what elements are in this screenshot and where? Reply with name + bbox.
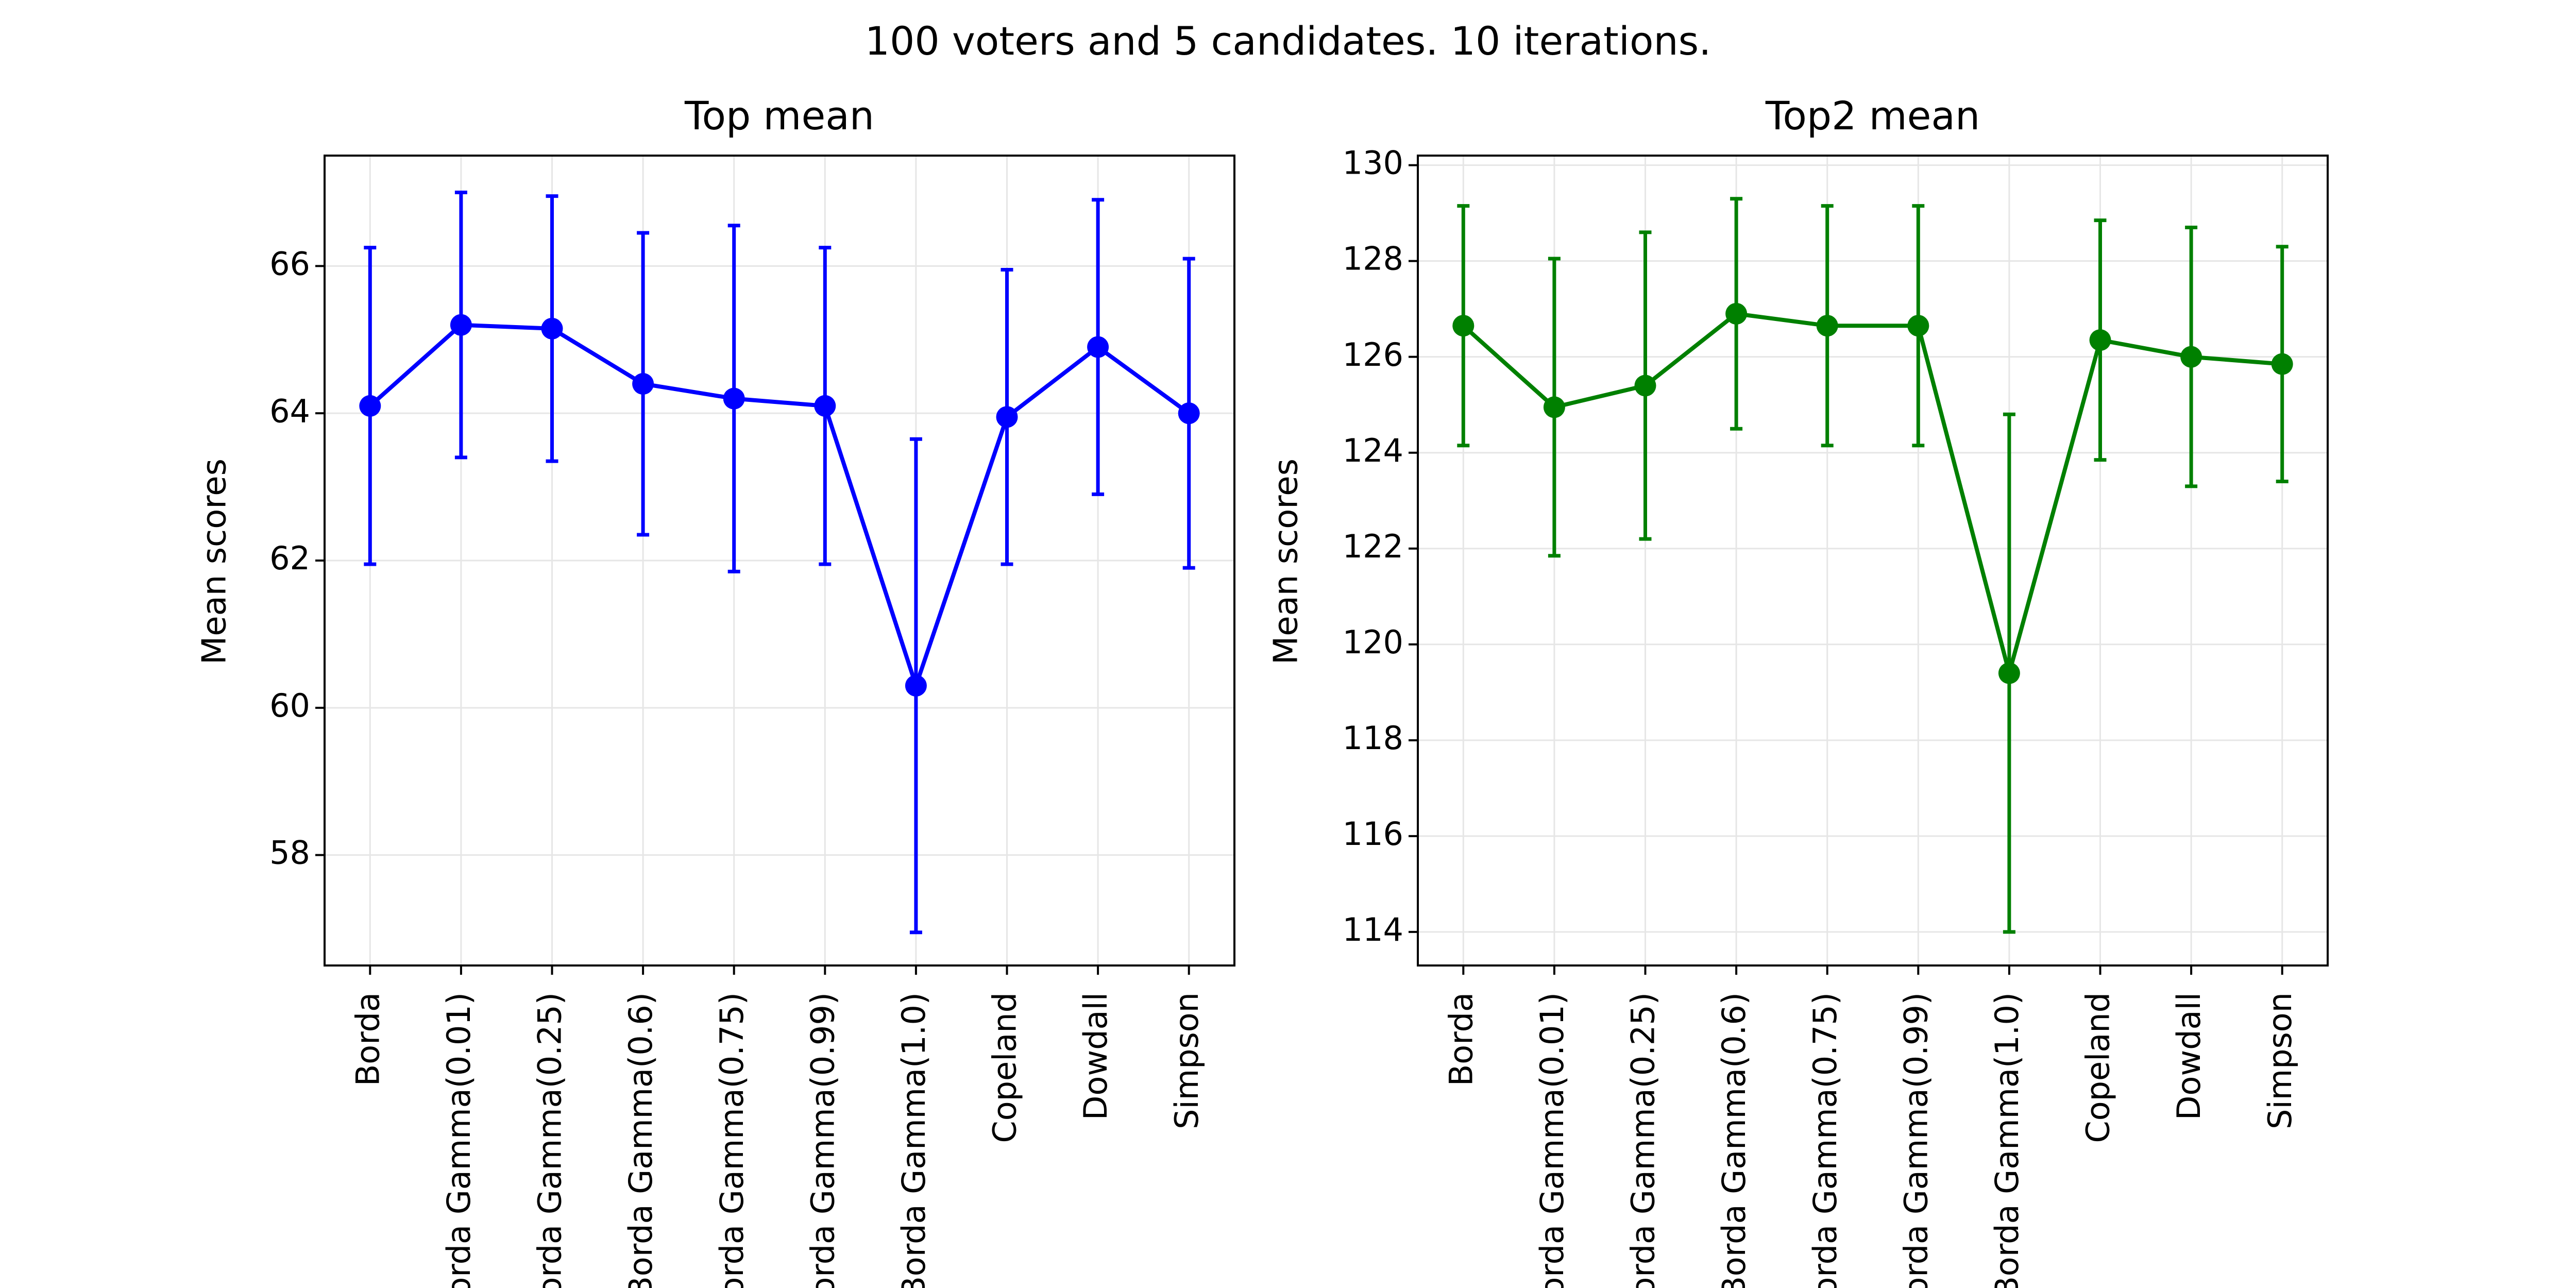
top2-mean-data-point — [2089, 329, 2111, 351]
top-mean-ytick-label: 64 — [269, 392, 310, 430]
top2-mean-data-point — [2271, 353, 2293, 375]
top2-mean-data-point — [1998, 662, 2020, 684]
top2-mean-ytick-label: 130 — [1343, 144, 1403, 182]
top-mean-series-line — [368, 323, 1191, 688]
top2-mean-data-point — [1452, 315, 1475, 337]
top2-mean-series-line — [1462, 312, 2283, 675]
top-mean-data-point — [723, 387, 745, 410]
top2-mean-xtick-label: Borda Gamma(0.25) — [1624, 992, 1662, 1288]
top-mean-xtick-label: Borda Gamma(0.6) — [622, 992, 659, 1288]
top2-mean-data-point — [1816, 315, 1838, 337]
top-mean-ytick-label: 60 — [269, 687, 310, 724]
top2-mean-xtick-label: Simpson — [2261, 992, 2299, 1129]
top-mean-data-point — [450, 314, 472, 336]
top-mean-chart: Top mean Mean scores 58 60 62 64 66 Borda Bord… — [196, 93, 1235, 1288]
top-mean-chart-title: Top mean — [684, 93, 874, 139]
top2-mean-xtick-label: Borda Gamma(1.0) — [1988, 992, 2026, 1288]
top2-mean-ytick-label: 120 — [1343, 623, 1403, 661]
top-mean-ytick-label: 58 — [269, 834, 310, 872]
top2-mean-chart-ylabel: Mean scores — [1267, 459, 1306, 665]
top-mean-data-point — [541, 317, 563, 340]
top2-mean-ytick-label: 128 — [1343, 240, 1403, 278]
top2-mean-data-point — [1634, 375, 1656, 397]
top-mean-xtick-label: Dowdall — [1077, 992, 1114, 1120]
top2-mean-chart-title: Top2 mean — [1765, 93, 1980, 139]
top2-mean-xtick-label: Dowdall — [2170, 992, 2208, 1120]
top2-mean-ytick-label: 126 — [1343, 336, 1403, 374]
top-mean-ytick-label: 66 — [269, 245, 310, 282]
top-mean-xtick-label: Copeland — [986, 992, 1024, 1143]
figure-suptitle: 100 voters and 5 candidates. 10 iteratio… — [865, 18, 1711, 64]
top-mean-xtick-label: Borda — [349, 992, 386, 1086]
top2-mean-ytick-label: 118 — [1343, 719, 1403, 757]
top-mean-data-point — [996, 406, 1018, 428]
top-mean-data-point — [1087, 336, 1109, 358]
top2-mean-ytick-label: 114 — [1343, 911, 1403, 948]
top2-mean-xtick-label: Borda Gamma(0.99) — [1897, 992, 1935, 1288]
top2-mean-data-point — [1543, 396, 1565, 418]
top2-mean-axes-frame — [1417, 155, 2329, 967]
top-mean-xtick-label: Simpson — [1168, 992, 1206, 1129]
top-mean-data-point — [1178, 402, 1200, 425]
top2-mean-ytick-label: 116 — [1343, 815, 1403, 853]
top2-mean-xtick-label: Borda — [1442, 992, 1480, 1086]
top2-mean-chart: Top2 mean Mean scores 114 116 118 120 122 124… — [1267, 93, 2329, 1288]
top-mean-xtick-label: Borda Gamma(0.75) — [713, 992, 751, 1288]
top-mean-ytick-label: 62 — [269, 539, 310, 577]
top-mean-xtick-label: Borda Gamma(0.01) — [440, 992, 478, 1288]
top2-mean-xtick-label: Borda Gamma(0.75) — [1806, 992, 1844, 1288]
top-mean-xtick-label: Borda Gamma(0.99) — [804, 992, 841, 1288]
top2-mean-xtick-label: Borda Gamma(0.01) — [1533, 992, 1571, 1288]
top-mean-xtick-label: Borda Gamma(1.0) — [895, 992, 933, 1288]
top2-mean-data-point — [1907, 315, 1929, 337]
top2-mean-ytick-label: 122 — [1343, 528, 1403, 565]
top-mean-xtick-label: Borda Gamma(0.25) — [531, 992, 569, 1288]
top-mean-data-point — [905, 674, 927, 697]
top-mean-data-point — [359, 395, 381, 417]
top-mean-data-point — [632, 373, 654, 395]
top-mean-data-point — [814, 395, 836, 417]
top2-mean-data-point — [2180, 346, 2202, 368]
top2-mean-xtick-label: Copeland — [2079, 992, 2117, 1143]
top-mean-chart-ylabel: Mean scores — [196, 459, 234, 665]
top-mean-axes-frame — [324, 155, 1235, 967]
top2-mean-xtick-label: Borda Gamma(0.6) — [1715, 992, 1753, 1288]
top2-mean-data-point — [1725, 302, 1748, 325]
top2-mean-ytick-label: 124 — [1343, 432, 1403, 469]
